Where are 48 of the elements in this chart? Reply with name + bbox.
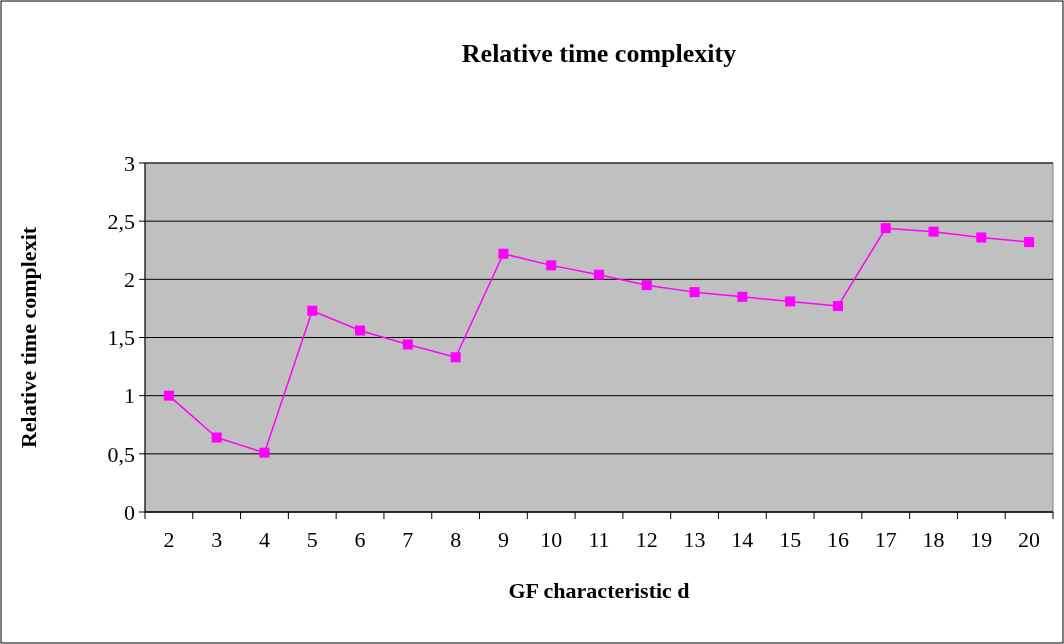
x-tick-label: 10 bbox=[540, 527, 563, 552]
x-tick-label: 12 bbox=[635, 527, 658, 552]
point bbox=[259, 447, 270, 458]
x-tick-label: 20 bbox=[1018, 527, 1041, 552]
point bbox=[1024, 237, 1035, 248]
x-tick-label: 4 bbox=[258, 527, 270, 552]
y-tick-label: 0 bbox=[124, 499, 135, 525]
x-tick-label: 14 bbox=[731, 527, 754, 552]
point bbox=[594, 269, 604, 280]
x-tick-label: 18 bbox=[922, 527, 945, 552]
point bbox=[689, 287, 700, 298]
x-tick-label: 13 bbox=[683, 527, 706, 552]
y-tick-label: 3 bbox=[124, 150, 135, 176]
point bbox=[928, 226, 939, 237]
x-tick-label: 7 bbox=[402, 527, 414, 552]
point bbox=[211, 432, 222, 443]
x-tick-label: 8 bbox=[450, 527, 462, 552]
point bbox=[498, 248, 509, 259]
x-tick-label: 17 bbox=[874, 527, 897, 552]
x-tick-label: 19 bbox=[970, 527, 993, 552]
x-tick-label: 2 bbox=[163, 527, 175, 552]
x-tick-label: 5 bbox=[306, 527, 318, 552]
point bbox=[450, 352, 461, 363]
point bbox=[307, 305, 318, 316]
x-tick-label: 3 bbox=[211, 527, 223, 552]
point bbox=[546, 260, 557, 271]
x-tick-label: 6 bbox=[354, 527, 366, 552]
point bbox=[880, 223, 891, 234]
x-tick-label: 11 bbox=[588, 527, 610, 552]
point bbox=[163, 390, 174, 401]
y-tick-label: 2 bbox=[124, 267, 135, 293]
x-tick-label: 15 bbox=[779, 527, 802, 552]
x-tick-label: 9 bbox=[497, 527, 509, 552]
chart-title: Relative time complexity bbox=[461, 39, 737, 68]
x-axis-title: GF characteristic d bbox=[508, 578, 690, 603]
point bbox=[737, 291, 748, 302]
y-tick-label: 1,5 bbox=[107, 325, 135, 351]
y-tick-label: 2,5 bbox=[107, 208, 135, 234]
point bbox=[641, 280, 652, 291]
point bbox=[832, 301, 843, 312]
y-tick-label: 1 bbox=[124, 383, 135, 409]
x-tick-label: 16 bbox=[826, 527, 849, 552]
y-axis-title: Relative time complexit bbox=[16, 226, 41, 449]
point bbox=[355, 325, 366, 336]
point bbox=[976, 232, 987, 243]
point bbox=[785, 296, 796, 307]
y-tick-label: 0,5 bbox=[107, 441, 135, 467]
point bbox=[402, 339, 413, 350]
